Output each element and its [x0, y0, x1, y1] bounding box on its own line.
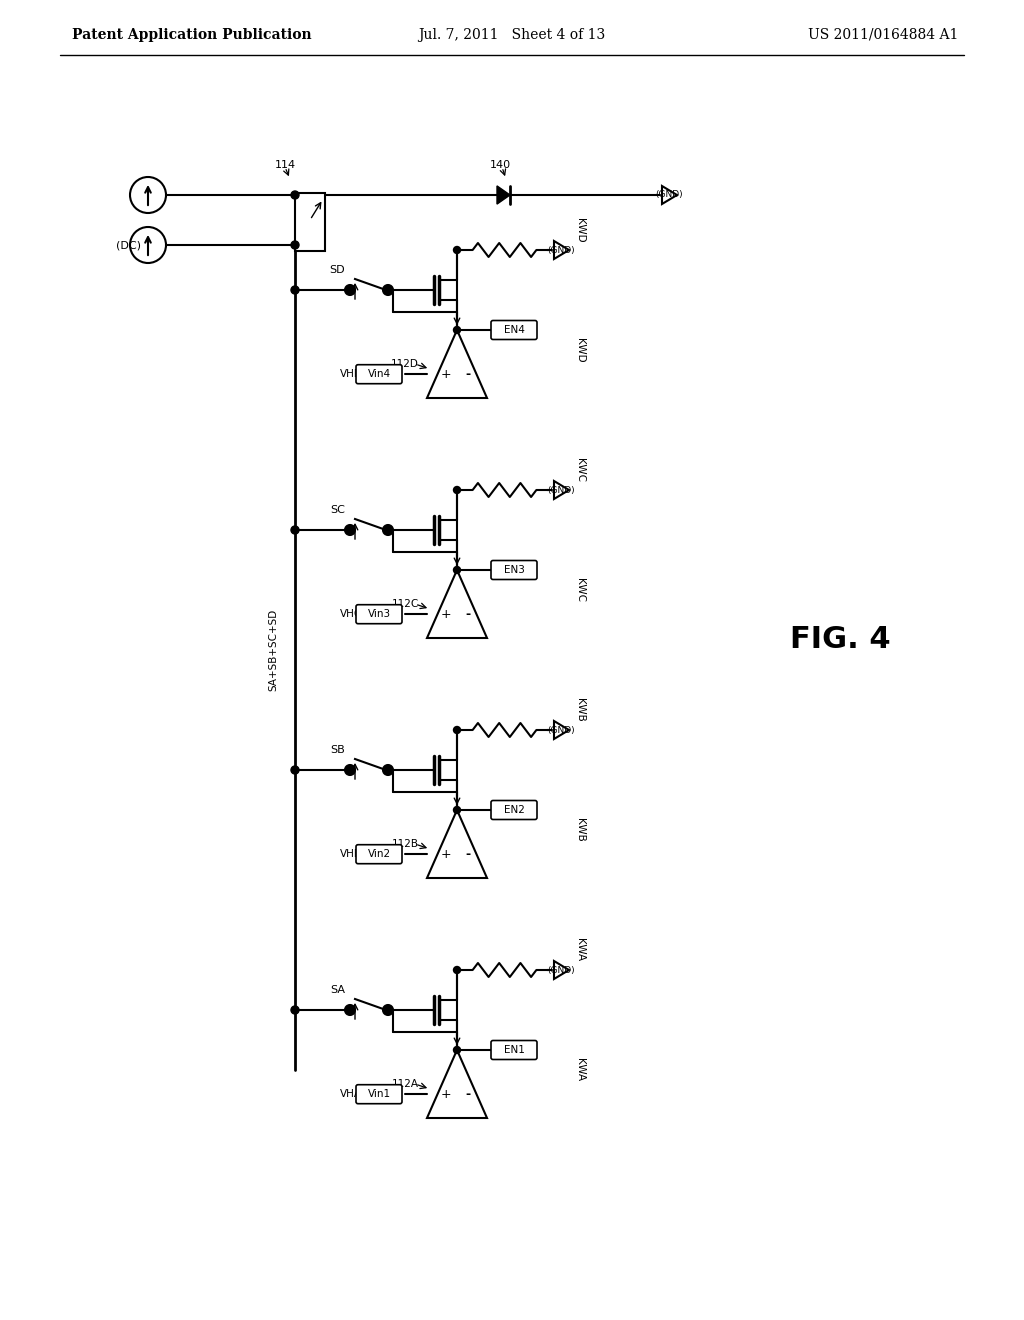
Circle shape [454, 966, 461, 974]
Circle shape [383, 1005, 393, 1015]
Text: EN1: EN1 [504, 1045, 524, 1055]
Polygon shape [497, 186, 510, 205]
Circle shape [291, 286, 299, 294]
Text: +: + [441, 607, 452, 620]
FancyBboxPatch shape [356, 605, 402, 624]
Text: VHB: VHB [340, 849, 362, 859]
Text: VHD: VHD [340, 370, 362, 379]
Text: 112B: 112B [391, 840, 419, 849]
Bar [295, 193, 325, 251]
Text: 112A: 112A [391, 1078, 419, 1089]
FancyBboxPatch shape [490, 321, 537, 339]
Text: EN2: EN2 [504, 805, 524, 814]
Circle shape [454, 326, 461, 334]
Text: Vin3: Vin3 [368, 610, 390, 619]
Text: VHA: VHA [340, 1089, 362, 1100]
Text: (GND): (GND) [547, 965, 574, 974]
Text: Vin2: Vin2 [368, 849, 390, 859]
Circle shape [454, 487, 461, 494]
Text: EN3: EN3 [504, 565, 524, 576]
FancyBboxPatch shape [490, 1040, 537, 1060]
Text: KWD: KWD [575, 338, 585, 362]
Text: -: - [465, 1088, 470, 1101]
Text: (GND): (GND) [547, 726, 574, 734]
Circle shape [291, 766, 299, 774]
FancyBboxPatch shape [356, 1085, 402, 1104]
Circle shape [345, 766, 355, 775]
Text: KWB: KWB [575, 818, 585, 842]
FancyBboxPatch shape [490, 561, 537, 579]
Circle shape [454, 807, 461, 813]
Text: 140: 140 [489, 160, 511, 170]
Text: +: + [441, 1088, 452, 1101]
Circle shape [345, 525, 355, 535]
Circle shape [291, 242, 299, 249]
Text: SD: SD [330, 265, 345, 275]
Text: KWA: KWA [575, 1059, 585, 1081]
Text: EN4: EN4 [504, 325, 524, 335]
Text: 112D: 112D [391, 359, 419, 370]
Text: SA: SA [330, 985, 345, 995]
Text: KWD: KWD [575, 218, 585, 243]
Text: -: - [465, 847, 470, 861]
Circle shape [383, 285, 393, 294]
Text: Vin4: Vin4 [368, 370, 390, 379]
Text: Jul. 7, 2011   Sheet 4 of 13: Jul. 7, 2011 Sheet 4 of 13 [419, 28, 605, 42]
Text: (GND): (GND) [655, 190, 683, 199]
Text: (GND): (GND) [547, 486, 574, 495]
Text: KWC: KWC [575, 578, 585, 602]
Text: KWC: KWC [575, 458, 585, 482]
Text: Vin1: Vin1 [368, 1089, 390, 1100]
Text: 112C: 112C [391, 599, 419, 609]
Circle shape [345, 285, 355, 294]
Circle shape [345, 1005, 355, 1015]
Circle shape [454, 566, 461, 573]
Text: VHC: VHC [340, 610, 362, 619]
FancyBboxPatch shape [356, 845, 402, 863]
Text: +: + [441, 847, 452, 861]
Circle shape [454, 247, 461, 253]
Text: (GND): (GND) [547, 246, 574, 255]
Text: 114: 114 [274, 160, 296, 170]
FancyBboxPatch shape [356, 364, 402, 384]
Text: Patent Application Publication: Patent Application Publication [72, 28, 311, 42]
Circle shape [383, 766, 393, 775]
Circle shape [454, 726, 461, 734]
Text: -: - [465, 607, 470, 620]
Circle shape [291, 525, 299, 535]
Text: -: - [465, 368, 470, 380]
Text: FIG. 4: FIG. 4 [790, 626, 890, 655]
FancyBboxPatch shape [490, 800, 537, 820]
Text: (DC): (DC) [116, 240, 141, 249]
Text: KWB: KWB [575, 698, 585, 722]
Circle shape [454, 1047, 461, 1053]
Circle shape [291, 191, 299, 199]
Text: SB: SB [331, 744, 345, 755]
Text: US 2011/0164884 A1: US 2011/0164884 A1 [808, 28, 958, 42]
Text: SA+SB+SC+SD: SA+SB+SC+SD [268, 609, 278, 692]
Text: SC: SC [330, 506, 345, 515]
Text: +: + [441, 368, 452, 380]
Text: KWA: KWA [575, 939, 585, 961]
Circle shape [291, 1006, 299, 1014]
Circle shape [383, 525, 393, 535]
